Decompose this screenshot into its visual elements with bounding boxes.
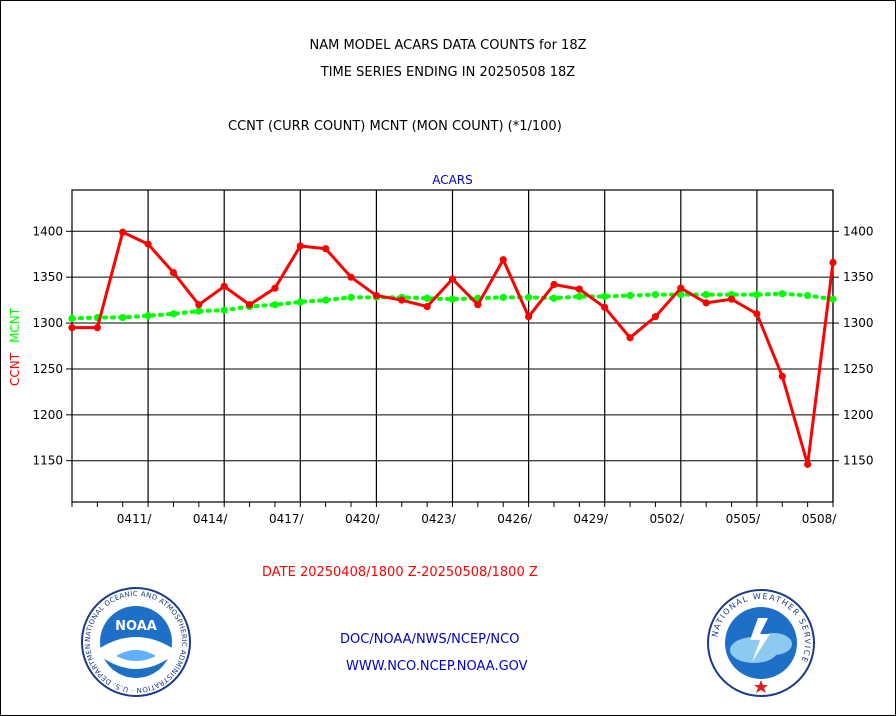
- y-axis-label-ccnt: CCNT: [8, 352, 22, 386]
- y-axis-label: CCNT MCNT: [8, 307, 22, 386]
- data-point-mcnt: [804, 291, 812, 300]
- data-point-mcnt: [753, 291, 761, 299]
- data-point-ccnt: [804, 460, 812, 468]
- data-point-ccnt: [347, 273, 355, 281]
- data-point-mcnt: [322, 296, 330, 304]
- data-point-mcnt: [778, 290, 786, 298]
- data-point-mcnt: [651, 291, 660, 299]
- data-point-ccnt: [829, 258, 837, 267]
- data-point-mcnt: [119, 313, 127, 322]
- data-point-ccnt: [322, 245, 330, 253]
- data-point-mcnt: [829, 295, 837, 303]
- x-tick-label: 0505/: [726, 512, 762, 526]
- data-point-ccnt: [398, 296, 406, 304]
- y-tick-label-left: 1300: [32, 316, 63, 330]
- y-tick-label-right: 1350: [843, 270, 874, 284]
- date-range-label: DATE 20250408/1800 Z-20250508/1800 Z: [262, 565, 538, 580]
- data-point-ccnt: [778, 372, 786, 380]
- data-point-ccnt: [499, 256, 507, 264]
- data-point-mcnt: [347, 293, 355, 301]
- y-axis-label-mcnt: MCNT: [8, 307, 22, 343]
- data-point-mcnt: [220, 306, 228, 314]
- data-point-ccnt: [575, 285, 583, 293]
- x-tick-label: 0414/: [193, 512, 229, 526]
- data-point-mcnt: [195, 307, 203, 315]
- data-point-ccnt: [651, 313, 660, 321]
- chart-title-line1: NAM MODEL ACARS DATA COUNTS for 18Z: [309, 38, 587, 53]
- y-tick-label-right: 1150: [843, 454, 874, 468]
- noaa-logo: NATIONAL OCEANIC AND ATMOSPHERIC ADMINIS…: [80, 586, 191, 697]
- data-point-ccnt: [601, 303, 609, 312]
- data-point-mcnt: [144, 312, 152, 320]
- data-point-mcnt: [448, 295, 457, 303]
- x-tick-label: 0420/: [345, 512, 381, 526]
- y-tick-label-right: 1200: [843, 408, 874, 422]
- data-point-ccnt: [423, 302, 431, 311]
- data-point-ccnt: [195, 301, 203, 309]
- x-tick-label: 0426/: [497, 512, 533, 526]
- y-tick-label-left: 1350: [32, 270, 63, 284]
- data-point-ccnt: [550, 280, 558, 289]
- data-point-ccnt: [626, 334, 634, 342]
- x-tick-label: 0411/: [117, 512, 153, 526]
- data-point-ccnt: [169, 268, 178, 277]
- noaa-logo-text: NOAA: [115, 619, 157, 634]
- data-point-mcnt: [550, 294, 558, 302]
- data-point-ccnt: [68, 324, 76, 332]
- data-point-mcnt: [169, 310, 178, 318]
- data-point-ccnt: [245, 301, 254, 309]
- data-point-ccnt: [727, 295, 736, 303]
- chart-subtitle: CCNT (CURR COUNT) MCNT (MON COUNT) (*1/1…: [228, 119, 562, 134]
- data-point-ccnt: [448, 275, 457, 283]
- data-point-mcnt: [271, 301, 279, 309]
- y-tick-label-left: 1200: [32, 408, 63, 422]
- data-point-ccnt: [144, 240, 152, 248]
- data-point-ccnt: [474, 301, 482, 309]
- x-tick-label: 0502/: [650, 512, 686, 526]
- data-point-ccnt: [525, 313, 533, 321]
- nws-logo: NATIONAL WEATHER SERVICE: [707, 589, 815, 697]
- data-point-mcnt: [423, 294, 431, 302]
- nco-website-link[interactable]: WWW.NCO.NCEP.NOAA.GOV: [346, 659, 528, 674]
- data-point-mcnt: [575, 292, 583, 301]
- data-point-mcnt: [702, 291, 710, 299]
- y-tick-label-left: 1250: [32, 362, 63, 376]
- data-point-ccnt: [372, 291, 380, 300]
- data-point-mcnt: [601, 292, 609, 301]
- x-tick-label: 0429/: [573, 512, 609, 526]
- y-tick-label-left: 1400: [32, 224, 63, 238]
- data-point-ccnt: [220, 282, 228, 290]
- y-tick-label-right: 1300: [843, 316, 874, 330]
- data-point-ccnt: [271, 284, 279, 292]
- x-tick-label: 0423/: [421, 512, 457, 526]
- x-tick-label: 0417/: [269, 512, 305, 526]
- plot-title: ACARS: [432, 173, 473, 187]
- y-tick-label-right: 1250: [843, 362, 874, 376]
- chart-title-line2: TIME SERIES ENDING IN 20250508 18Z: [320, 65, 576, 80]
- data-point-ccnt: [702, 299, 710, 307]
- data-point-ccnt: [93, 324, 101, 332]
- data-point-ccnt: [677, 284, 685, 292]
- data-point-mcnt: [626, 291, 634, 300]
- data-point-mcnt: [677, 291, 685, 299]
- data-point-mcnt: [296, 298, 304, 306]
- doc-noaa-link[interactable]: DOC/NOAA/NWS/NCEP/NCO: [340, 632, 520, 647]
- x-tick-label: 0508/: [802, 512, 838, 526]
- data-point-mcnt: [68, 314, 76, 323]
- y-tick-label-right: 1400: [843, 224, 874, 238]
- y-tick-label-left: 1150: [32, 454, 63, 468]
- data-point-ccnt: [753, 310, 761, 318]
- data-point-ccnt: [119, 228, 127, 236]
- data-point-ccnt: [296, 242, 304, 250]
- data-point-mcnt: [525, 293, 533, 301]
- data-point-mcnt: [499, 293, 507, 301]
